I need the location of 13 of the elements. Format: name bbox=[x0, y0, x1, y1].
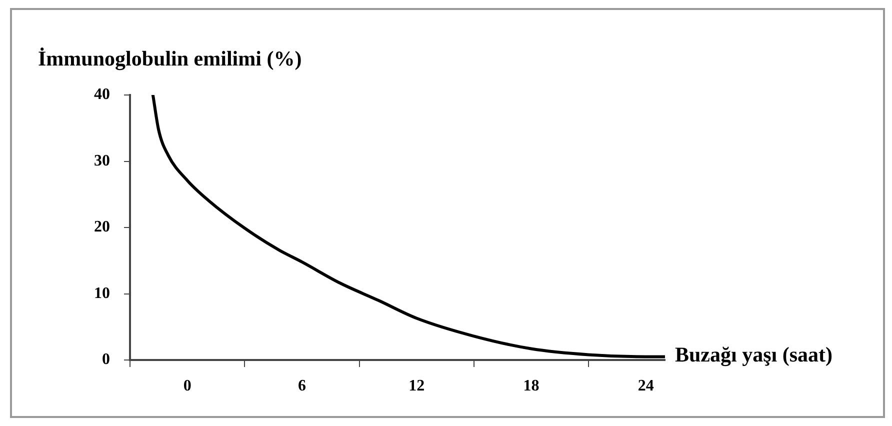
line-series bbox=[151, 95, 665, 358]
y-tick-label: 40 bbox=[94, 86, 110, 104]
y-axis-title: İmmunoglobulin emilimi (%) bbox=[38, 46, 302, 70]
x-axis-title: Buzağı yaşı (saat) bbox=[675, 342, 833, 366]
x-tick-label: 24 bbox=[638, 378, 654, 395]
x-tick-label: 0 bbox=[183, 378, 192, 395]
y-tick-label: 20 bbox=[94, 218, 110, 236]
x-tick-label: 18 bbox=[523, 378, 540, 395]
x-tick-label: 6 bbox=[298, 378, 306, 395]
y-tick-label: 0 bbox=[102, 351, 110, 368]
y-tick-label: 30 bbox=[94, 152, 110, 170]
y-tick-label: 10 bbox=[94, 284, 110, 302]
x-tick-label: 12 bbox=[408, 378, 425, 395]
